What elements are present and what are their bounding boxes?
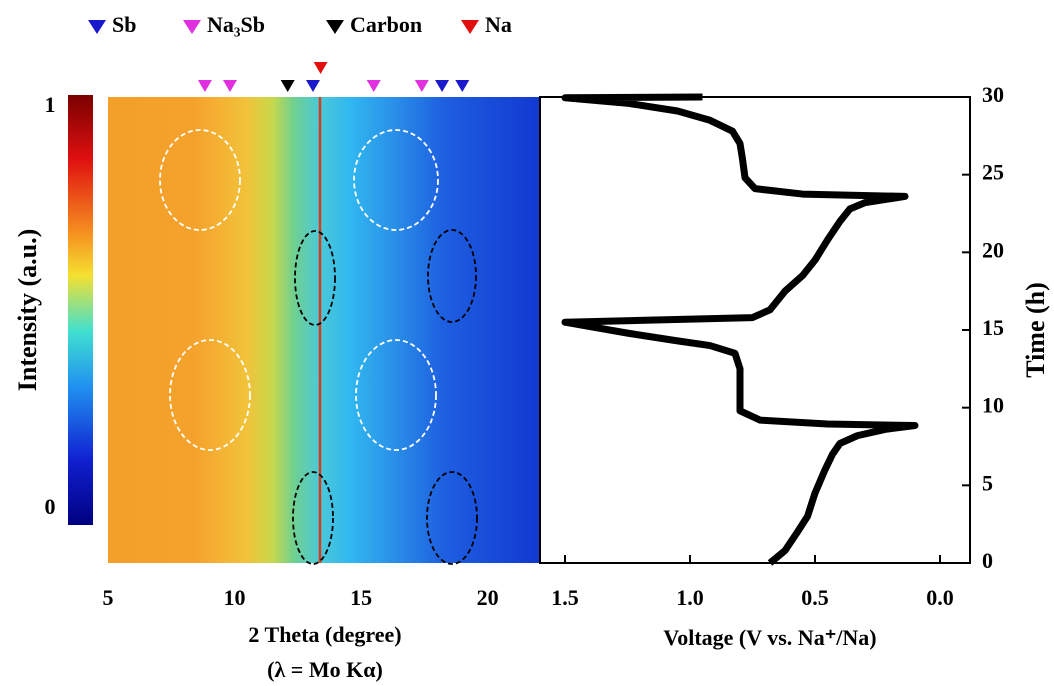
- colorbar-tick-label: 1: [45, 92, 56, 117]
- ellipse: [294, 230, 336, 326]
- ellipse: [159, 129, 241, 231]
- y-axis-label: Time (h): [1021, 282, 1050, 378]
- peak-marker: [305, 80, 320, 92]
- legend-label: Na: [485, 12, 512, 37]
- x-axis-label: 2 Theta (degree): [248, 622, 401, 647]
- y-tick-label: 20: [982, 237, 1004, 262]
- peak-marker: [197, 80, 212, 92]
- legend-marker: [88, 20, 106, 34]
- x-tick-label: 5: [103, 585, 114, 610]
- colorbar: [68, 95, 93, 525]
- heatmap-image: [108, 97, 540, 563]
- y-tick-label: 15: [982, 315, 1004, 340]
- y-tick-label: 5: [982, 470, 993, 495]
- y-tick-label: 10: [982, 393, 1004, 418]
- peak-marker: [313, 62, 328, 74]
- peak-marker: [435, 80, 450, 92]
- legend-label: Na₃Sb: [207, 12, 265, 37]
- annotations: [159, 129, 478, 565]
- x-axis-label: Voltage (V vs. Na⁺/Na): [663, 625, 876, 650]
- legend-marker: [183, 20, 201, 34]
- voltage-curve: [561, 93, 919, 566]
- peak-marker: [414, 80, 429, 92]
- x-tick-label: 0.0: [926, 585, 954, 610]
- colorbar-label: Intensity (a.u.): [13, 229, 42, 392]
- legend-label: Carbon: [350, 12, 422, 37]
- ellipse: [426, 471, 478, 565]
- legend-marker: [326, 20, 344, 34]
- ellipse: [355, 339, 437, 451]
- x-tick-label: 15: [350, 585, 372, 610]
- peak-marker: [455, 80, 470, 92]
- y-tick-label: 30: [982, 82, 1004, 107]
- ellipse: [292, 471, 334, 565]
- x-axis-label: (λ = Mo Kα): [267, 657, 383, 682]
- x-tick-label: 1.0: [676, 585, 704, 610]
- x-tick-label: 20: [477, 585, 499, 610]
- x-tick-label: 0.5: [801, 585, 829, 610]
- legend-marker: [461, 20, 479, 34]
- colorbar-tick-label: 0: [45, 494, 56, 519]
- x-tick-label: 10: [224, 585, 246, 610]
- y-tick-label: 0: [982, 548, 993, 573]
- ellipse: [353, 129, 439, 231]
- peak-marker: [366, 80, 381, 92]
- legend-label: Sb: [112, 12, 136, 37]
- y-tick-label: 25: [982, 160, 1004, 185]
- peak-marker: [222, 80, 237, 92]
- peak-marker: [280, 80, 295, 92]
- x-tick-label: 1.5: [551, 585, 579, 610]
- ellipse: [169, 339, 251, 451]
- ellipse: [427, 229, 477, 323]
